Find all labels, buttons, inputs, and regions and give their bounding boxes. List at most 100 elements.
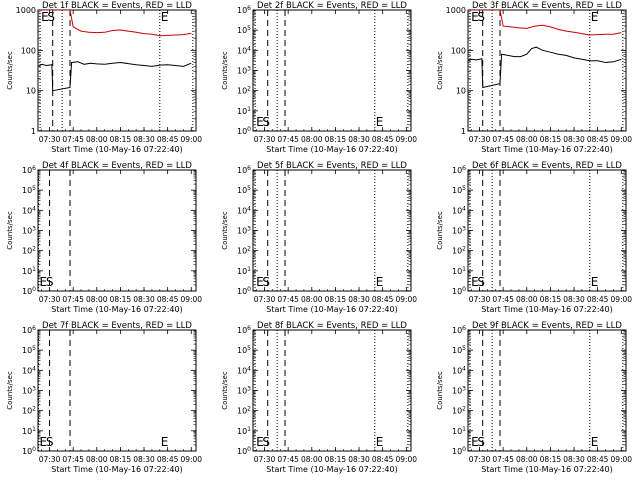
y-axis-label: Counts/sec xyxy=(6,51,14,90)
panel-det-2f: Det 2f BLACK = Events, RED = LLD 100 101 10… xyxy=(221,1,417,154)
y-tick-label: 103 xyxy=(237,226,251,236)
y-tick-label: 102 xyxy=(452,246,466,256)
marker-e: E xyxy=(471,275,479,289)
x-tick-label: 09:00 xyxy=(610,455,632,464)
y-tick-label: 104 xyxy=(22,205,36,215)
x-tick-label: 08:30 xyxy=(563,135,585,144)
panel-det-5f: Det 5f BLACK = Events, RED = LLD 100 101 10… xyxy=(221,161,417,314)
y-tick-label: 100 xyxy=(451,46,466,55)
x-axis-label: Start Time (10-May-16 07:22:40) xyxy=(266,465,397,474)
marker-e: E xyxy=(471,435,479,449)
marker-e: E xyxy=(40,275,48,289)
x-tick-label: 07:45 xyxy=(62,455,84,464)
y-axis-label: Counts/sec xyxy=(221,211,229,250)
y-tick-label: 103 xyxy=(237,386,251,396)
x-tick-label: 08:15 xyxy=(540,455,562,464)
y-tick-label: 106 xyxy=(237,165,251,175)
x-tick-label: 08:30 xyxy=(133,135,155,144)
panel-title: Det 9f BLACK = Events, RED = LLD xyxy=(472,321,622,331)
marker-e: E xyxy=(376,435,384,449)
y-tick-label: 102 xyxy=(237,246,251,256)
x-tick-label: 08:15 xyxy=(325,295,347,304)
events-rate-line xyxy=(38,61,192,92)
x-tick-label: 07:30 xyxy=(254,135,276,144)
y-tick-label: 101 xyxy=(452,266,466,276)
x-tick-label: 07:30 xyxy=(39,455,61,464)
y-tick-label: 100 xyxy=(21,46,36,55)
x-tick-label: 08:30 xyxy=(563,295,585,304)
plot-frame xyxy=(467,9,627,132)
y-tick-label: 103 xyxy=(237,66,251,76)
y-tick-label: 104 xyxy=(22,365,36,375)
x-tick-label: 08:30 xyxy=(133,455,155,464)
y-tick-label: 102 xyxy=(22,406,36,416)
y-tick-label: 105 xyxy=(22,185,36,195)
y-tick-label: 105 xyxy=(237,25,251,35)
y-tick-label: 100 xyxy=(452,286,466,296)
events-rate-line xyxy=(468,46,622,89)
panel-det-3f: Det 3f BLACK = Events, RED = LLD 1 10 100 10… xyxy=(436,1,632,154)
x-tick-label: 07:30 xyxy=(469,135,491,144)
x-tick-label: 08:00 xyxy=(516,455,538,464)
x-tick-label: 08:00 xyxy=(301,295,323,304)
y-tick-label: 104 xyxy=(237,205,251,215)
y-tick-label: 105 xyxy=(22,345,36,355)
x-tick-label: 07:30 xyxy=(469,455,491,464)
marker-e: E xyxy=(591,275,599,289)
y-tick-label: 106 xyxy=(452,165,466,175)
x-tick-label: 08:00 xyxy=(86,135,108,144)
marker-e: E xyxy=(376,275,384,289)
lld-rate-line xyxy=(468,10,622,36)
marker-e: E xyxy=(591,10,599,24)
panel-title: Det 7f BLACK = Events, RED = LLD xyxy=(42,321,192,331)
marker-e: E xyxy=(471,10,479,24)
x-axis-label: Start Time (10-May-16 07:22:40) xyxy=(51,465,182,474)
x-tick-label: 07:30 xyxy=(39,135,61,144)
y-tick-label: 100 xyxy=(237,446,251,456)
x-tick-label: 07:30 xyxy=(39,295,61,304)
x-tick-label: 09:00 xyxy=(395,295,417,304)
y-tick-label: 1 xyxy=(31,127,36,136)
y-tick-label: 106 xyxy=(22,325,36,335)
y-tick-label: 10 xyxy=(456,87,466,96)
y-tick-label: 105 xyxy=(237,185,251,195)
y-tick-label: 100 xyxy=(452,446,466,456)
marker-e: E xyxy=(41,10,49,24)
marker-s: S xyxy=(262,115,270,129)
panel-det-4f: Det 4f BLACK = Events, RED = LLD 100 101 10… xyxy=(6,161,202,314)
y-tick-label: 101 xyxy=(237,106,251,116)
x-tick-label: 09:00 xyxy=(610,295,632,304)
marker-e: E xyxy=(40,435,48,449)
marker-s: S xyxy=(46,435,54,449)
x-tick-label: 08:45 xyxy=(157,455,179,464)
y-axis-label: Counts/sec xyxy=(436,51,444,90)
y-tick-label: 1000 xyxy=(446,6,466,15)
marker-e: E xyxy=(591,435,599,449)
y-tick-label: 106 xyxy=(237,325,251,335)
y-tick-label: 101 xyxy=(237,266,251,276)
panel-det-8f: Det 8f BLACK = Events, RED = LLD 100 101 10… xyxy=(221,321,417,474)
x-tick-label: 08:45 xyxy=(157,295,179,304)
y-axis-label: Counts/sec xyxy=(436,371,444,410)
y-tick-label: 103 xyxy=(452,226,466,236)
marker-e: E xyxy=(376,115,384,129)
y-tick-label: 10 xyxy=(26,87,36,96)
panel-title: Det 3f BLACK = Events, RED = LLD xyxy=(472,1,622,11)
marker-s: S xyxy=(262,275,270,289)
panel-det-9f: Det 9f BLACK = Events, RED = LLD 100 101 10… xyxy=(436,321,632,474)
x-tick-label: 08:45 xyxy=(372,135,394,144)
x-axis-label: Start Time (10-May-16 07:22:40) xyxy=(266,305,397,314)
y-tick-label: 104 xyxy=(237,365,251,375)
marker-s: S xyxy=(477,435,485,449)
data-series-group xyxy=(468,10,622,89)
x-tick-label: 07:45 xyxy=(277,295,299,304)
x-tick-label: 08:30 xyxy=(348,455,370,464)
y-axis-label: Counts/sec xyxy=(221,51,229,90)
data-series-group xyxy=(38,10,192,92)
panel-title: Det 2f BLACK = Events, RED = LLD xyxy=(257,1,407,11)
x-axis-label: Start Time (10-May-16 07:22:40) xyxy=(266,145,397,154)
y-tick-label: 106 xyxy=(22,165,36,175)
y-tick-label: 106 xyxy=(237,5,251,15)
x-axis-label: Start Time (10-May-16 07:22:40) xyxy=(481,145,612,154)
